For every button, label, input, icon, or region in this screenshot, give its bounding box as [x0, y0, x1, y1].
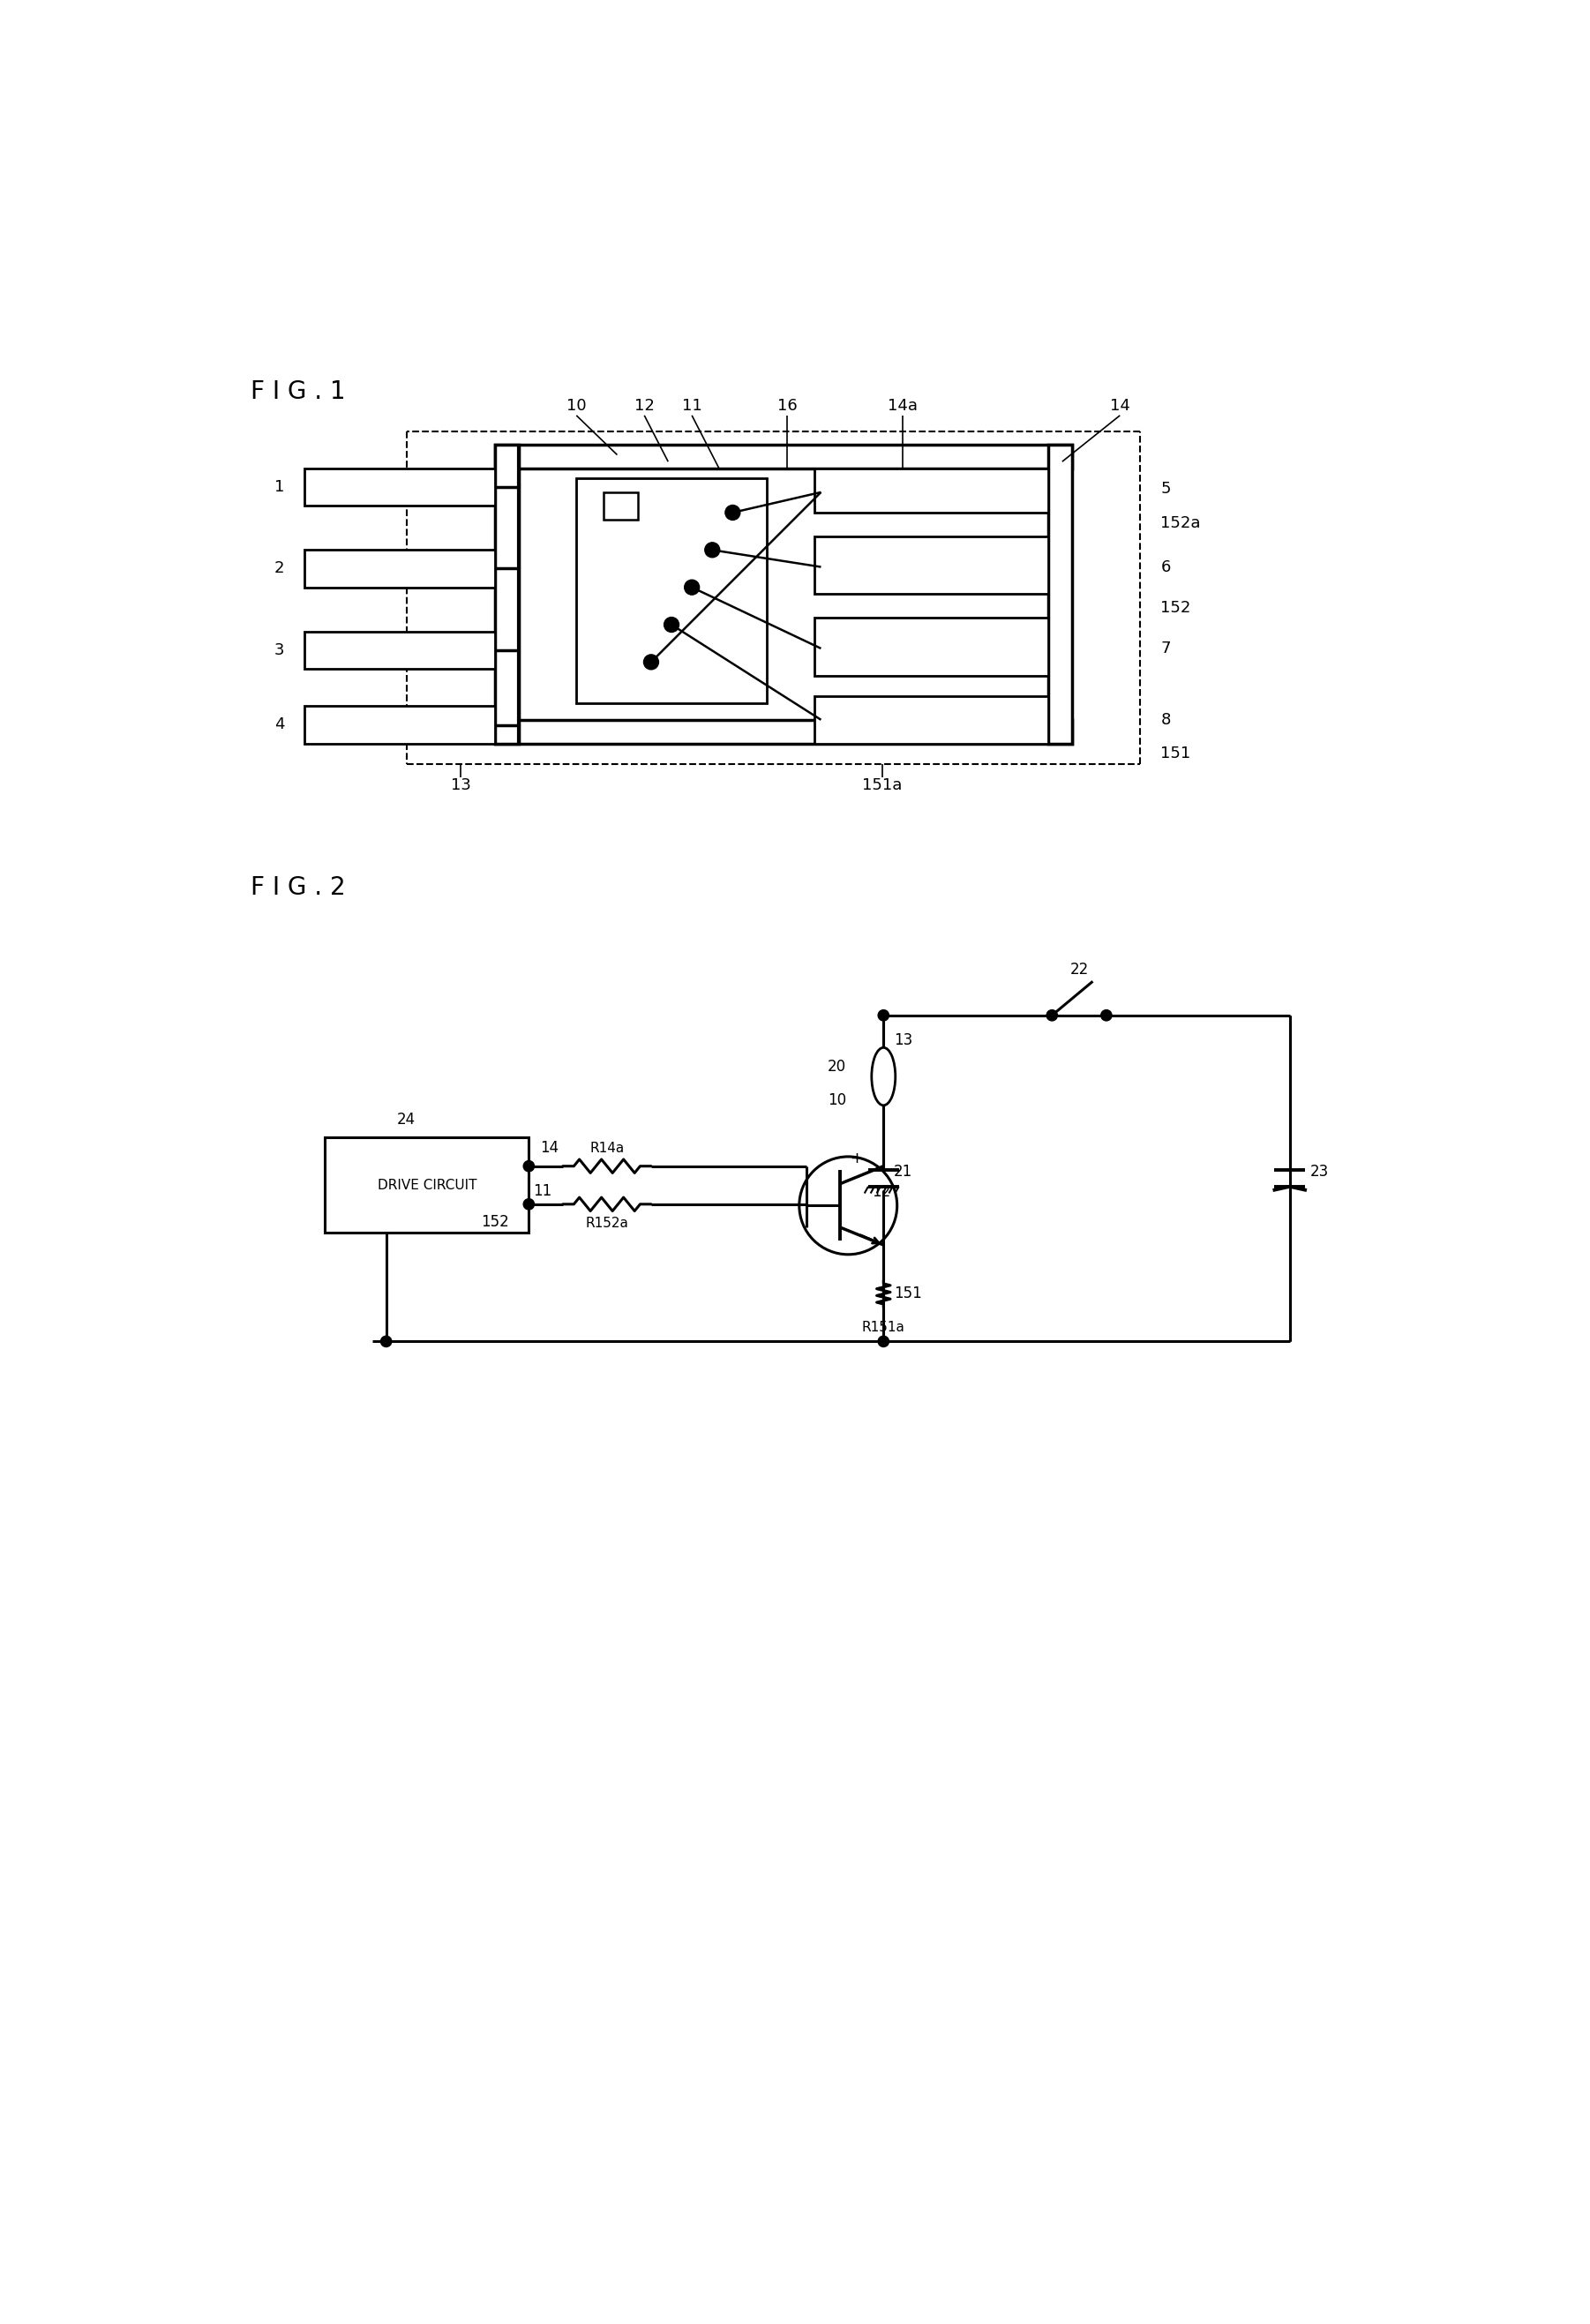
Text: +: +	[849, 1150, 863, 1167]
Text: 22: 22	[1070, 962, 1089, 978]
Text: 152: 152	[1161, 600, 1191, 616]
Text: 14: 14	[1110, 397, 1130, 414]
Circle shape	[1046, 1011, 1057, 1020]
Text: 1: 1	[273, 479, 285, 495]
Bar	[494, 720, 1072, 744]
Text: 11: 11	[682, 397, 701, 414]
Text: 11: 11	[533, 1183, 552, 1199]
Bar	[494, 444, 518, 744]
Text: 13: 13	[452, 779, 471, 792]
Text: 152: 152	[480, 1215, 509, 1229]
Circle shape	[704, 541, 720, 558]
Text: 151: 151	[1161, 746, 1191, 762]
Circle shape	[878, 1011, 889, 1020]
Bar	[814, 695, 1048, 744]
Circle shape	[523, 1160, 534, 1171]
Circle shape	[523, 1199, 534, 1208]
Text: 6: 6	[1161, 560, 1170, 574]
Text: 13: 13	[894, 1032, 913, 1048]
Text: 14a: 14a	[887, 397, 917, 414]
Text: 5: 5	[1161, 481, 1170, 497]
Text: R151a: R151a	[862, 1320, 905, 1334]
Ellipse shape	[871, 1048, 895, 1106]
Circle shape	[644, 655, 658, 669]
Text: 151: 151	[894, 1285, 922, 1301]
Text: R14a: R14a	[590, 1141, 625, 1155]
Text: 12: 12	[634, 397, 655, 414]
Bar	[305, 632, 494, 669]
Bar	[1048, 444, 1072, 744]
Bar	[814, 618, 1048, 676]
Text: 12: 12	[871, 1183, 890, 1199]
Circle shape	[380, 1336, 391, 1348]
Text: 7: 7	[1161, 641, 1170, 655]
Text: F I G . 1: F I G . 1	[250, 379, 345, 404]
Bar	[305, 551, 494, 588]
Bar	[814, 469, 1048, 514]
Text: 3: 3	[273, 641, 285, 658]
Circle shape	[1100, 1011, 1111, 1020]
Text: R152a: R152a	[585, 1215, 628, 1229]
Text: 16: 16	[778, 397, 797, 414]
Text: 151a: 151a	[862, 779, 902, 792]
Text: 4: 4	[273, 716, 285, 732]
Circle shape	[684, 581, 700, 595]
Bar	[604, 493, 638, 518]
Bar	[577, 479, 766, 702]
Circle shape	[665, 618, 679, 632]
Text: 10: 10	[566, 397, 587, 414]
Circle shape	[725, 504, 739, 521]
Bar	[324, 1139, 529, 1232]
Text: 14: 14	[541, 1141, 558, 1155]
Text: 2: 2	[273, 560, 285, 576]
Text: 8: 8	[1161, 711, 1170, 727]
Text: 21: 21	[894, 1164, 913, 1181]
Text: 10: 10	[827, 1092, 846, 1109]
Bar	[305, 706, 494, 744]
Bar	[494, 444, 1072, 469]
Text: 152a: 152a	[1161, 516, 1200, 530]
Text: 20: 20	[827, 1057, 846, 1074]
Bar	[305, 469, 494, 507]
Text: F I G . 2: F I G . 2	[250, 876, 345, 899]
Circle shape	[878, 1336, 889, 1348]
Text: 23: 23	[1310, 1164, 1329, 1181]
Text: 24: 24	[398, 1111, 417, 1127]
Text: DRIVE CIRCUIT: DRIVE CIRCUIT	[377, 1178, 477, 1192]
Bar	[814, 537, 1048, 595]
